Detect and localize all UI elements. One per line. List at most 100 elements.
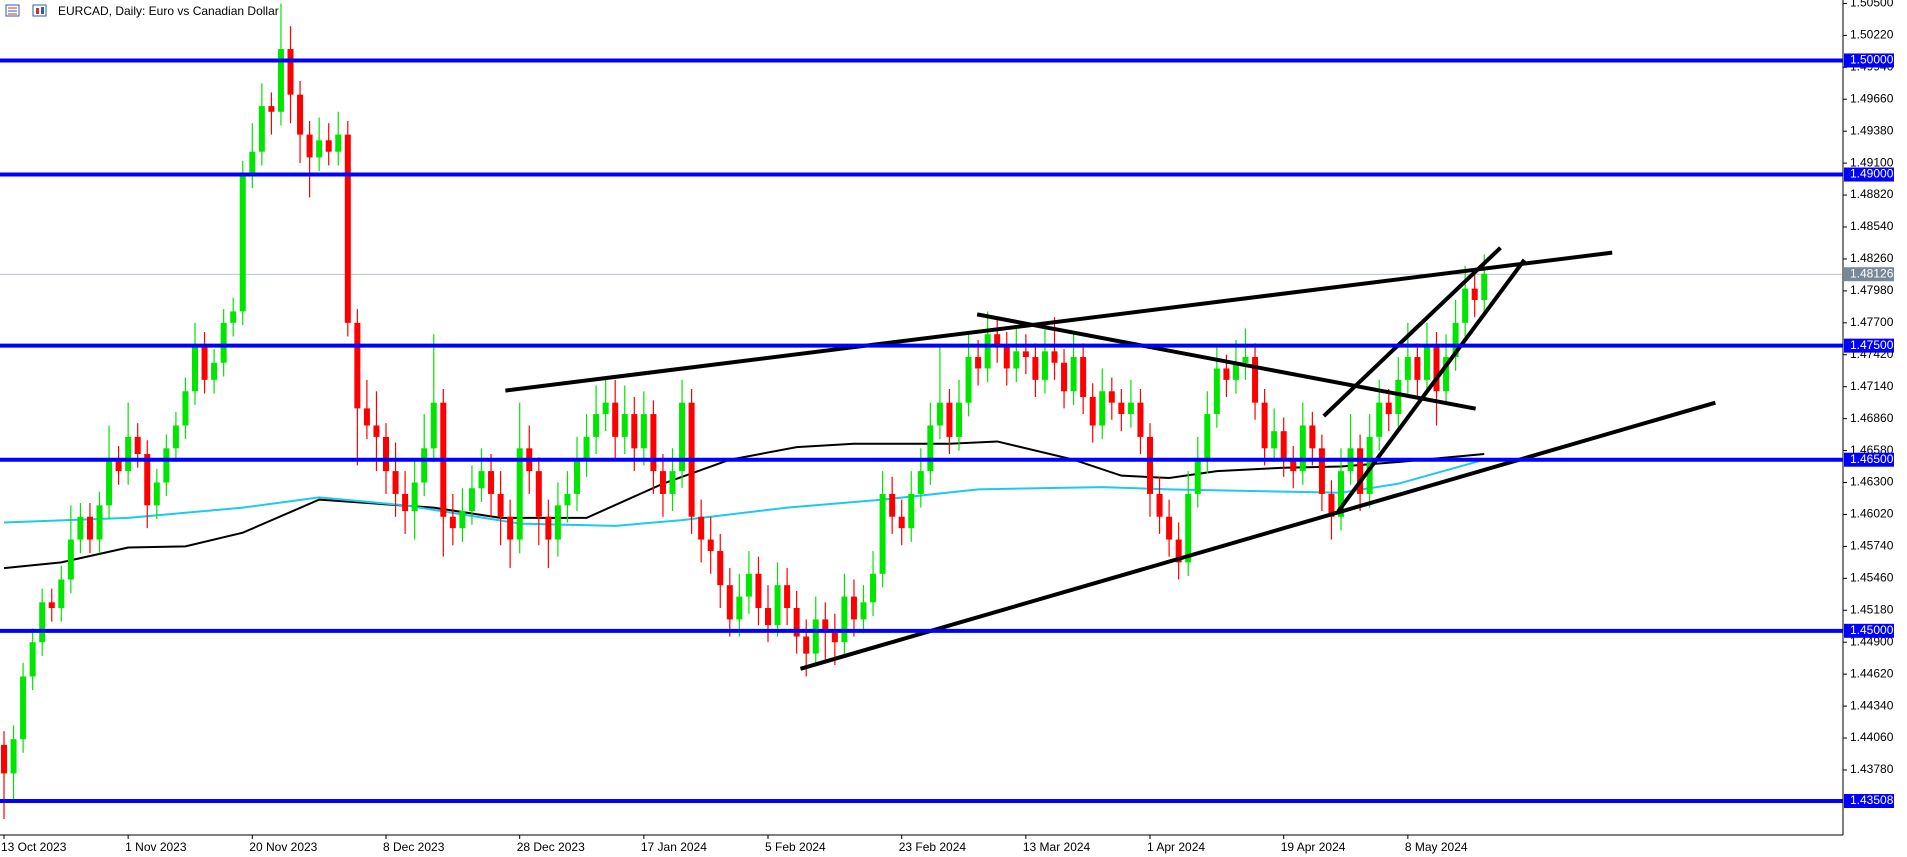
candle-body: [335, 134, 342, 152]
candle-body: [10, 739, 17, 774]
moving-average: [3, 458, 1485, 527]
candle-body: [879, 493, 886, 574]
chart-title: EURCAD, Daily: Euro vs Canadian Dollar: [58, 4, 279, 18]
candle-body: [1242, 357, 1249, 363]
candle-body: [1013, 351, 1020, 369]
candle-body: [1481, 273, 1488, 301]
candle-body: [1290, 459, 1297, 472]
x-tick-label: 23 Feb 2024: [899, 840, 967, 854]
candle-body: [1166, 516, 1173, 540]
candle-body: [459, 511, 466, 529]
y-tick-label: 1.44900: [1850, 634, 1894, 648]
x-tick-label: 17 Jan 2024: [641, 840, 707, 854]
y-tick-label: 1.43780: [1850, 762, 1894, 776]
candle-body: [421, 448, 428, 483]
candle-body: [583, 436, 590, 460]
y-tick-label: 1.47140: [1850, 379, 1894, 393]
candle-body: [535, 471, 542, 517]
candle-body: [812, 619, 819, 654]
candle-body: [20, 676, 27, 740]
candle-body: [1462, 288, 1469, 323]
y-tick-label: 1.49100: [1850, 155, 1894, 169]
y-tick-label: 1.47700: [1850, 315, 1894, 329]
candle-body: [698, 516, 705, 540]
current-price-label: 1.48126: [1850, 266, 1894, 280]
candle-body: [1280, 431, 1287, 460]
candle-body: [574, 459, 580, 494]
candle-body: [545, 516, 552, 540]
x-tick-label: 5 Feb 2024: [765, 840, 826, 854]
candle-body: [850, 596, 857, 620]
candle-body: [1051, 351, 1058, 363]
candle-body: [516, 448, 523, 540]
candle-body: [507, 516, 514, 540]
current-price-box: [1844, 267, 1894, 282]
x-tick-label: 1 Apr 2024: [1147, 840, 1205, 854]
candle-body: [1022, 351, 1029, 358]
candle-body: [936, 402, 943, 426]
y-tick-label: 1.50500: [1850, 0, 1894, 10]
candle-body: [29, 642, 36, 677]
candle-body: [822, 619, 829, 631]
candle-body: [1194, 459, 1201, 494]
candle-body: [1118, 402, 1125, 415]
candle-body: [430, 402, 437, 449]
candle-body: [1041, 351, 1048, 380]
level-box: [1844, 452, 1894, 467]
candle-body: [908, 493, 915, 529]
candle-body: [402, 493, 409, 512]
candle-body: [736, 596, 743, 620]
y-tick-label: 1.44620: [1850, 666, 1894, 680]
candle-body: [1204, 414, 1211, 460]
candle-body: [449, 516, 456, 529]
candle-body: [48, 602, 55, 608]
candle-body: [106, 459, 113, 506]
level-box: [1844, 794, 1894, 809]
candle-body: [239, 174, 246, 312]
y-tick-label: 1.45740: [1850, 539, 1894, 553]
candle-body: [593, 414, 600, 437]
candle-body: [1089, 396, 1096, 426]
candle-body: [917, 471, 924, 494]
candle-body: [975, 357, 982, 369]
y-tick-label: 1.48260: [1850, 251, 1894, 265]
candle-body: [306, 134, 313, 158]
trendline: [1336, 258, 1526, 513]
candle-body: [411, 482, 418, 512]
candle-body: [220, 322, 227, 363]
candle-body: [478, 471, 485, 489]
candle-body: [39, 602, 46, 643]
candle-body: [765, 607, 771, 626]
candle-body: [1299, 425, 1306, 472]
candle-body: [793, 607, 800, 637]
x-tick-label: 13 Oct 2023: [1, 840, 67, 854]
candle-body: [1213, 368, 1220, 415]
candle-body: [1223, 368, 1230, 380]
candle-body: [1232, 362, 1239, 380]
candle-body: [1452, 322, 1459, 358]
level-box: [1844, 338, 1894, 353]
candle-body: [745, 573, 752, 597]
candle-body: [1414, 357, 1421, 380]
level-label: 1.50000: [1850, 53, 1894, 67]
candle-body: [1147, 436, 1153, 494]
candle-body: [803, 636, 810, 654]
candle-body: [784, 585, 791, 608]
candle-body: [363, 408, 370, 426]
candle-body: [287, 49, 294, 95]
y-tick-label: 1.44060: [1850, 730, 1894, 744]
candle-body: [316, 140, 323, 158]
trendline: [1322, 246, 1502, 418]
y-tick-label: 1.45460: [1850, 571, 1894, 585]
candle-body: [211, 362, 218, 380]
candle-body: [1156, 493, 1163, 517]
y-tick-label: 1.50220: [1850, 28, 1894, 42]
candle-body: [841, 596, 848, 643]
candle-body: [994, 334, 1001, 346]
trendline: [505, 250, 1613, 393]
candle-body: [650, 414, 657, 472]
level-box: [1844, 623, 1894, 638]
candle-body: [86, 516, 93, 540]
candle-body: [58, 579, 65, 608]
candle-body: [297, 94, 304, 135]
